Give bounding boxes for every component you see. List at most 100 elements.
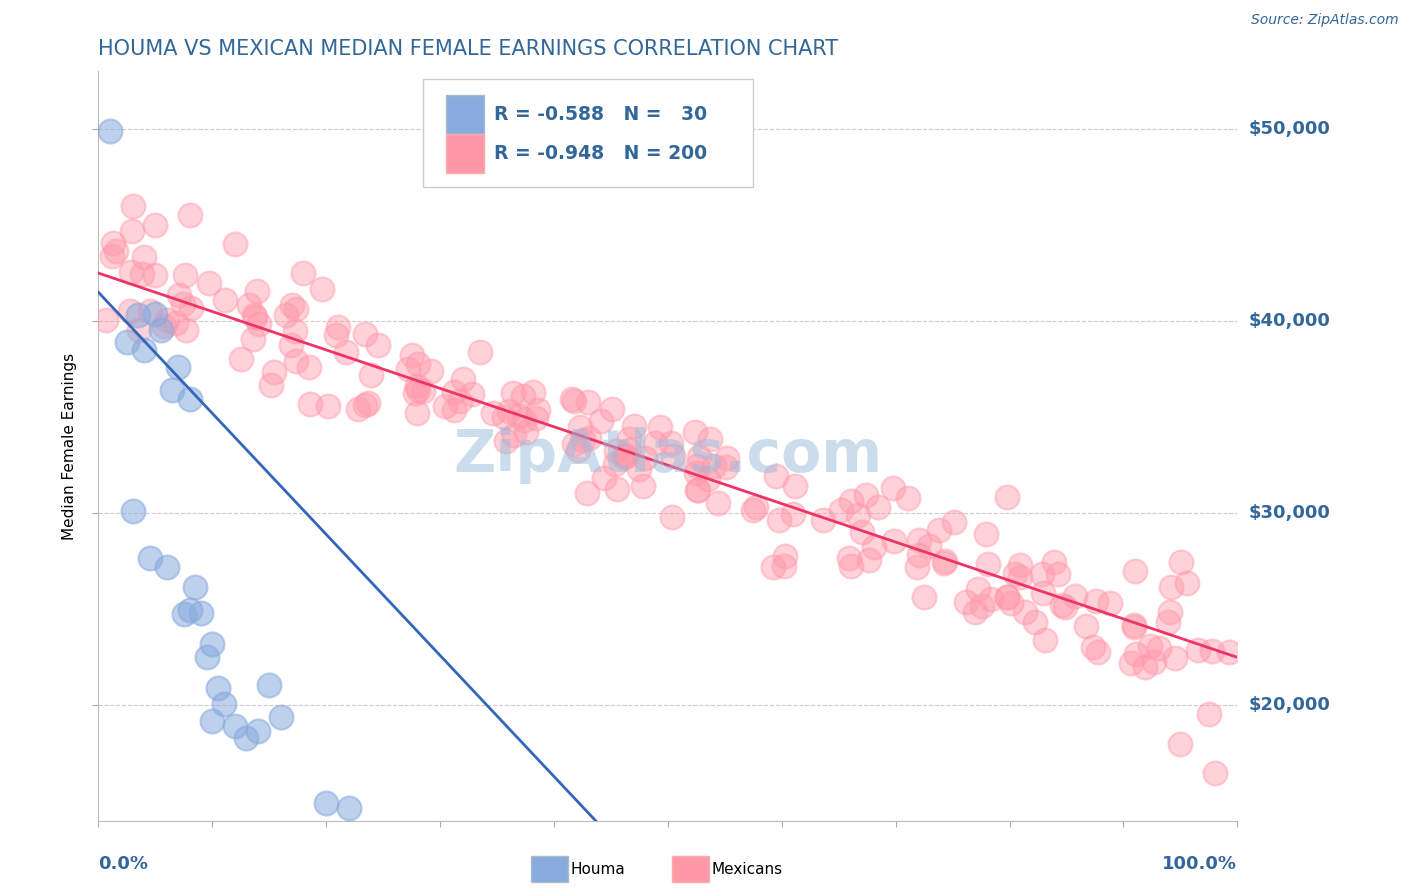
Point <box>238 298 260 312</box>
Point <box>449 393 471 408</box>
Text: Source: ZipAtlas.com: Source: ZipAtlas.com <box>1251 13 1399 28</box>
Point <box>1123 565 1146 579</box>
Point <box>613 448 636 462</box>
Point <box>1004 566 1026 581</box>
Point <box>167 287 190 301</box>
Point <box>401 349 423 363</box>
Point <box>1159 606 1181 620</box>
Point <box>243 310 266 325</box>
Point <box>908 548 931 562</box>
Point <box>224 237 246 252</box>
Point <box>562 393 585 408</box>
Point <box>180 301 202 315</box>
Point <box>120 265 142 279</box>
Point <box>284 325 307 339</box>
Point <box>1054 599 1077 614</box>
Point <box>569 420 592 434</box>
Text: $50,000: $50,000 <box>1249 120 1330 138</box>
Point <box>1024 615 1046 630</box>
Point <box>661 449 683 463</box>
Point <box>131 267 153 281</box>
Point <box>1149 640 1171 655</box>
Point <box>311 282 333 296</box>
Point <box>412 384 434 399</box>
Point <box>145 307 167 321</box>
Point <box>128 323 150 337</box>
Point <box>1160 580 1182 594</box>
Point <box>908 533 931 548</box>
Point <box>858 553 880 567</box>
Point <box>229 352 252 367</box>
Point <box>1201 644 1223 658</box>
Point <box>94 313 117 327</box>
Point <box>138 551 160 566</box>
Text: 0.0%: 0.0% <box>98 855 149 873</box>
Point <box>846 508 869 522</box>
Point <box>773 549 796 563</box>
Point <box>280 298 302 312</box>
Point <box>335 345 357 359</box>
Text: $40,000: $40,000 <box>1249 312 1330 330</box>
Point <box>567 442 589 457</box>
Point <box>1008 558 1031 573</box>
Point <box>1098 596 1121 610</box>
Point <box>115 334 138 349</box>
Point <box>406 357 429 371</box>
Point <box>162 383 184 397</box>
Text: R = -0.588   N =   30: R = -0.588 N = 30 <box>494 105 707 124</box>
Point <box>686 459 709 474</box>
Point <box>685 466 707 480</box>
Point <box>659 435 682 450</box>
Point <box>524 410 547 425</box>
Point <box>224 719 246 733</box>
Point <box>121 504 143 518</box>
Point <box>1031 567 1053 582</box>
Point <box>683 425 706 439</box>
Point <box>461 387 484 401</box>
Point <box>685 483 707 497</box>
Point <box>600 402 623 417</box>
Point <box>1157 615 1180 629</box>
Point <box>716 451 738 466</box>
Point <box>928 523 950 537</box>
Point <box>605 458 627 472</box>
Point <box>628 462 651 476</box>
Text: Mexicans: Mexicans <box>711 862 783 877</box>
Point <box>121 199 143 213</box>
Point <box>593 470 616 484</box>
Point <box>979 592 1001 607</box>
Text: HOUMA VS MEXICAN MEDIAN FEMALE EARNINGS CORRELATION CHART: HOUMA VS MEXICAN MEDIAN FEMALE EARNINGS … <box>98 38 838 59</box>
Point <box>512 388 534 402</box>
Point <box>1175 576 1198 591</box>
Point <box>1085 593 1108 607</box>
Point <box>943 515 966 529</box>
Text: 100.0%: 100.0% <box>1163 855 1237 873</box>
Point <box>600 833 623 847</box>
Point <box>851 524 873 539</box>
Point <box>1050 598 1073 612</box>
Point <box>972 599 994 613</box>
Text: Houma: Houma <box>571 862 626 877</box>
Point <box>912 591 935 605</box>
Point <box>357 395 380 409</box>
Point <box>995 591 1018 605</box>
FancyBboxPatch shape <box>423 78 754 187</box>
Point <box>132 343 155 358</box>
Point <box>688 450 710 465</box>
Point <box>150 323 173 337</box>
Point <box>139 303 162 318</box>
Point <box>762 560 785 574</box>
Point <box>184 580 207 594</box>
Text: $20,000: $20,000 <box>1249 697 1330 714</box>
Point <box>905 559 928 574</box>
Point <box>965 605 987 619</box>
Point <box>576 485 599 500</box>
Point <box>315 797 337 811</box>
Point <box>1170 737 1192 751</box>
Point <box>297 360 319 375</box>
Point <box>242 332 264 346</box>
Point <box>263 365 285 379</box>
Point <box>1064 589 1087 603</box>
Point <box>589 414 612 428</box>
Point <box>897 491 920 505</box>
